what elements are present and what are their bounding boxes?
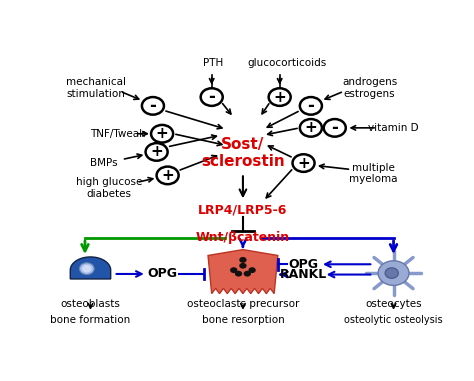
Circle shape [235,271,242,277]
Text: androgens
estrogens: androgens estrogens [342,77,397,99]
Circle shape [385,268,398,279]
Text: Wnt/βcatenin: Wnt/βcatenin [196,231,290,244]
Circle shape [230,267,237,273]
Text: -: - [308,97,314,115]
Text: -: - [208,88,215,106]
Text: RANKL: RANKL [280,268,327,281]
Text: osteocytes: osteocytes [365,299,422,309]
Text: osteolytic osteolysis: osteolytic osteolysis [344,315,443,325]
Circle shape [378,261,409,285]
Circle shape [239,257,246,263]
Text: high glucose
diabetes: high glucose diabetes [76,177,142,199]
Text: mechanical
stimulation: mechanical stimulation [66,77,126,99]
Text: +: + [273,90,286,104]
Text: LRP4/LRP5-6: LRP4/LRP5-6 [198,203,288,216]
Text: OPG: OPG [289,258,319,271]
Circle shape [82,265,91,272]
Text: +: + [304,120,317,135]
Circle shape [80,263,94,275]
Text: OPG: OPG [147,267,177,280]
Text: vitamin D: vitamin D [368,123,419,133]
Text: +: + [297,155,310,171]
Polygon shape [208,250,278,294]
Text: BMPs: BMPs [90,158,117,168]
Circle shape [239,263,246,269]
Text: glucocorticoids: glucocorticoids [247,58,327,68]
Circle shape [244,271,251,277]
Text: TNF/Tweak: TNF/Tweak [91,129,146,139]
Text: +: + [161,168,174,183]
Text: bone formation: bone formation [50,315,131,325]
Text: -: - [331,119,338,137]
Text: multiple
myeloma: multiple myeloma [349,163,398,184]
Text: Sost/
sclerostin: Sost/ sclerostin [201,137,285,169]
Text: osteoblasts: osteoblasts [61,299,120,309]
Text: -: - [149,97,156,115]
Text: PTH: PTH [203,58,224,68]
Text: +: + [150,144,163,159]
Text: bone resorption: bone resorption [201,315,284,325]
Text: +: + [156,126,168,141]
Circle shape [248,267,256,273]
Polygon shape [70,257,110,279]
Text: osteoclasts precursor: osteoclasts precursor [187,299,299,309]
